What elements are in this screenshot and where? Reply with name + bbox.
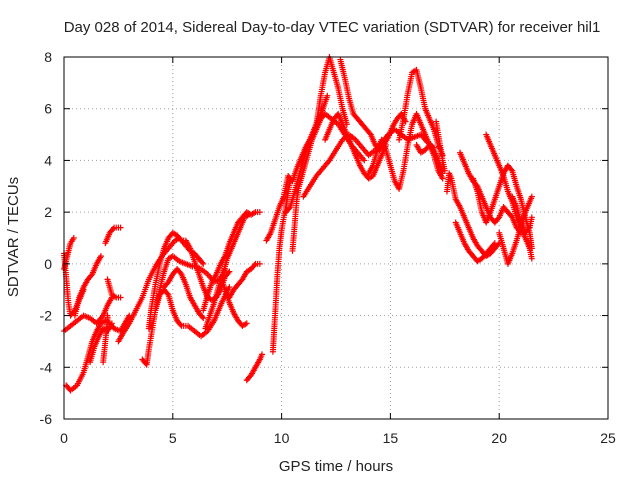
series-track-29: [396, 66, 446, 159]
data-point-marker: [200, 260, 207, 267]
data-point-marker: [177, 269, 184, 276]
series-track-05: [71, 253, 104, 319]
data-point-marker: [117, 294, 124, 301]
data-point-marker: [366, 130, 373, 137]
data-point-marker: [491, 240, 498, 247]
x-tick-label: 25: [600, 430, 616, 446]
x-tick-label: 15: [383, 430, 399, 446]
data-point-marker: [525, 225, 532, 232]
series-track-03: [61, 294, 115, 335]
series-track-38: [509, 193, 535, 236]
data-point-marker: [243, 320, 250, 327]
data-point-marker: [109, 225, 116, 232]
series-track-17: [202, 211, 252, 332]
data-point-marker: [104, 312, 111, 319]
series-track-12: [115, 235, 207, 345]
y-tick-label: -6: [40, 411, 53, 427]
data-point-marker: [245, 211, 252, 218]
series-track-07: [100, 312, 111, 366]
data-point-marker: [199, 313, 206, 320]
data-point-marker: [97, 253, 104, 260]
plot-frame: [63, 56, 609, 420]
series-track-26: [322, 110, 390, 182]
data-point-marker: [200, 315, 207, 322]
data-point-marker: [164, 290, 171, 297]
data-point-marker: [439, 175, 446, 182]
data-point-marker: [70, 235, 77, 241]
data-point-marker: [117, 224, 124, 231]
data-point-marker: [226, 284, 233, 291]
y-tick-label: 8: [44, 49, 52, 65]
series-track-25: [300, 126, 437, 200]
x-tick-label: 20: [491, 430, 507, 446]
series-track-20: [243, 351, 266, 384]
series-track-30: [413, 141, 446, 177]
data-point-marker: [441, 167, 448, 174]
data-point-marker: [226, 268, 233, 275]
data-point-marker: [508, 166, 515, 173]
y-tick-label: 2: [44, 204, 52, 220]
data-point-marker: [495, 215, 502, 222]
y-tick-label: 0: [44, 256, 52, 272]
series-track-19: [226, 260, 263, 301]
series-track-36: [483, 131, 535, 262]
series-track-14: [161, 266, 207, 322]
x-tick-label: 10: [274, 430, 290, 446]
y-tick-label: 6: [44, 101, 52, 117]
data-point-marker: [256, 260, 263, 267]
data-point-marker: [508, 213, 515, 220]
x-tick-label: 5: [169, 430, 177, 446]
series-track-21: [269, 178, 294, 355]
data-point-marker: [528, 255, 535, 262]
series-track-31: [433, 118, 448, 174]
data-point-marker: [361, 157, 368, 164]
series-track-09: [139, 253, 196, 368]
chart-title: Day 028 of 2014, Sidereal Day-to-day VTE…: [64, 19, 601, 36]
data-point-marker: [286, 205, 293, 212]
series-track-37: [496, 193, 535, 267]
data-point-marker: [429, 145, 436, 152]
data-point-marker: [251, 262, 258, 269]
data-point-marker: [199, 259, 206, 266]
series-track-08: [102, 224, 124, 247]
series-track-16: [200, 209, 263, 314]
series-track-13: [152, 284, 233, 340]
x-tick-label: 0: [60, 430, 68, 446]
y-tick-label: 4: [44, 152, 52, 168]
data-point-marker: [528, 193, 535, 200]
data-point-marker: [259, 351, 266, 358]
series-track-18: [217, 273, 250, 329]
series-track-33: [452, 219, 498, 265]
data-point-marker: [490, 241, 497, 248]
data-layer: [61, 54, 535, 394]
series-track-11: [104, 276, 124, 301]
data-point-marker: [256, 209, 263, 216]
data-point-marker: [324, 92, 331, 99]
y-tick-label: -2: [40, 308, 53, 324]
data-point-marker: [177, 321, 184, 328]
axis-ticks: 0 5 10 15 20 25 -6 -4 -2 0 2 4 6 8: [40, 49, 616, 446]
data-point-marker: [528, 214, 535, 221]
y-axis-label: SDTVAR / TECUs: [5, 177, 22, 297]
data-point-marker: [88, 272, 95, 279]
y-tick-label: -4: [40, 359, 53, 375]
x-axis-label: GPS time / hours: [279, 458, 393, 475]
series-track-04: [63, 312, 133, 394]
